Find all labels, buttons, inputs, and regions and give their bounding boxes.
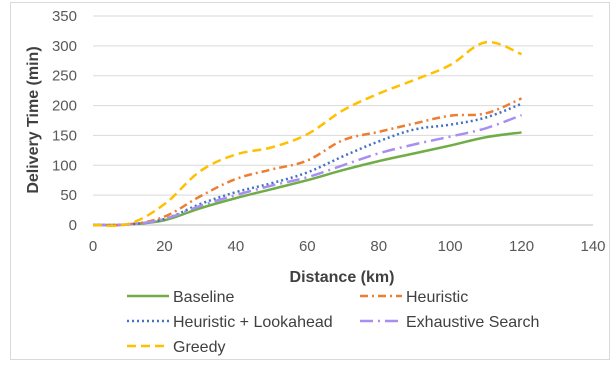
axis-layer: 0 50 100 150 200 250 300 350 0 20 40 60 80 100 120 140 — [52, 8, 606, 255]
x-tick-label: 140 — [580, 238, 605, 255]
legend-label-heuristic: Heuristic — [406, 289, 468, 306]
legend: Baseline Heuristic Heuristic + Lookahead Ex… — [127, 289, 539, 356]
y-axis-title: Delivery Time (min) — [25, 46, 42, 193]
y-tick-label: 200 — [52, 98, 77, 115]
legend-label-baseline: Baseline — [173, 289, 234, 306]
series-line-baseline — [92, 131, 522, 227]
x-tick-label: 60 — [299, 238, 316, 255]
grid-layer — [93, 15, 593, 196]
y-tick-label: 150 — [52, 127, 77, 144]
x-tick-label: 0 — [89, 238, 97, 255]
series-line-greedy — [92, 40, 523, 228]
chart-frame — [10, 2, 610, 360]
series-line-heuristic — [92, 97, 523, 227]
x-tick-label: 20 — [156, 238, 173, 255]
y-tick-label: 100 — [52, 157, 77, 174]
legend-label-heuristic-lookahead: Heuristic + Lookahead — [173, 314, 333, 331]
x-axis-title: Distance (km) — [290, 269, 395, 286]
legend-label-exhaustive-search: Exhaustive Search — [406, 314, 539, 331]
series-line-exhaustive-search — [92, 113, 523, 227]
y-tick-label: 50 — [60, 187, 77, 204]
x-tick-label: 100 — [438, 238, 463, 255]
legend-label-greedy: Greedy — [173, 339, 225, 356]
y-tick-label: 350 — [52, 8, 77, 25]
series-layer — [92, 40, 523, 228]
x-tick-label: 40 — [228, 238, 245, 255]
series-line-heuristic-lookahead — [92, 102, 523, 227]
y-tick-label: 250 — [52, 68, 77, 85]
x-tick-label: 80 — [370, 238, 387, 255]
y-tick-label: 0 — [69, 217, 77, 234]
y-tick-label: 300 — [52, 38, 77, 55]
x-tick-label: 120 — [509, 238, 534, 255]
